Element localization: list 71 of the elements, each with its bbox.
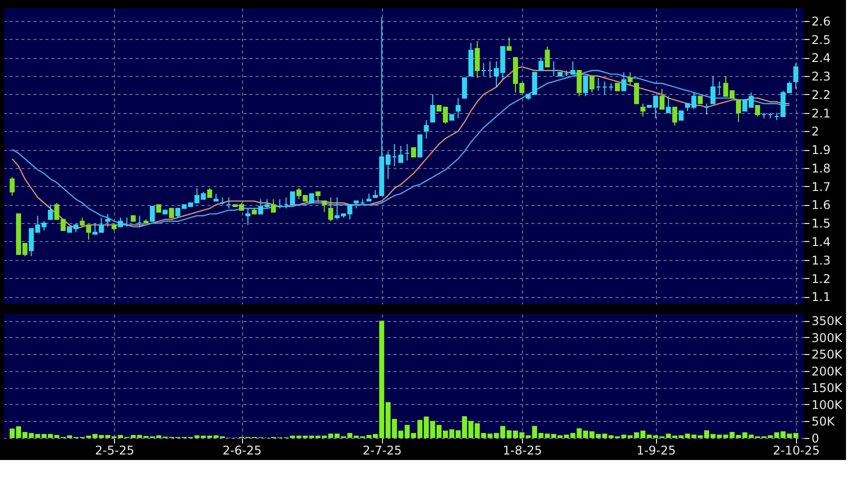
candlestick: [417, 134, 422, 158]
y-tick-label: 1.5: [812, 216, 831, 231]
y-tick-label: 2.5: [812, 32, 831, 47]
candlestick: [48, 204, 53, 220]
candlestick: [118, 217, 123, 228]
x-tick-label: 1-9-25: [636, 444, 676, 458]
candlestick: [462, 77, 468, 99]
y-tick-label: 350K: [812, 314, 844, 328]
y-tick-label: 150K: [812, 381, 844, 396]
y-tick-label: 50K: [812, 414, 836, 429]
candlestick: [544, 46, 550, 68]
candlestick: [105, 213, 110, 228]
y-tick-label: 100K: [812, 398, 844, 412]
y-tick-label: 1.7: [812, 180, 831, 194]
candlestick: [538, 57, 544, 72]
candlestick: [570, 60, 576, 75]
candlestick: [710, 76, 716, 104]
y-tick-label: 2.1: [812, 106, 831, 120]
candlestick: [10, 176, 15, 196]
candlestick: [793, 62, 798, 90]
candlestick: [424, 120, 429, 140]
candlestick: [270, 198, 276, 213]
y-tick-label: 2.4: [812, 51, 831, 66]
candlestick: [628, 72, 633, 86]
candlestick: [207, 188, 212, 198]
candlestick: [245, 208, 250, 226]
y-tick-label: 1.4: [812, 234, 831, 249]
y-tick-label: 1.6: [812, 198, 831, 212]
candlestick: [736, 99, 741, 122]
candlestick: [474, 40, 480, 78]
candlestick: [621, 72, 626, 92]
candlestick: [315, 191, 320, 202]
x-tick-label: 2-5-25: [95, 444, 134, 458]
candlestick: [634, 82, 640, 104]
y-tick-label: 1.3: [812, 253, 831, 268]
x-tick-label: 1-8-25: [502, 444, 542, 458]
candlestick: [589, 76, 594, 94]
y-tick-label: 2.3: [812, 70, 831, 84]
candlestick: [506, 36, 512, 51]
candlestick: [168, 208, 174, 218]
candlestick: [755, 104, 760, 117]
y-tick-label: 200K: [812, 364, 844, 378]
candlestick: [398, 145, 404, 163]
candlestick: [576, 70, 582, 97]
candlestick: [328, 196, 334, 222]
candlestick: [411, 147, 416, 158]
x-tick-label: 2-10-25: [772, 444, 820, 458]
y-tick-label: 2.6: [812, 14, 831, 28]
y-tick-label: 1.8: [812, 161, 831, 176]
candlestick: [666, 96, 671, 114]
candlestick: [678, 110, 684, 121]
y-tick-label: 1.9: [812, 143, 831, 158]
candlestick: [322, 200, 327, 213]
y-tick-label: 250K: [812, 348, 844, 362]
y-tick-label: 2: [812, 124, 820, 139]
y-tick-label: 1.2: [812, 272, 831, 286]
x-tick-label: 2-6-25: [222, 444, 262, 458]
candlestick: [583, 76, 588, 97]
candlestick: [456, 98, 461, 119]
y-tick-label: 300K: [812, 330, 844, 345]
y-tick-label: 2.2: [812, 88, 831, 102]
candlestick: [430, 94, 436, 122]
y-tick-label: 1.1: [812, 290, 831, 304]
candlestick: [290, 191, 296, 206]
candlestick: [640, 103, 646, 117]
x-tick-label: 2-7-25: [362, 444, 402, 458]
candlestick: [309, 193, 314, 204]
candlestick: [672, 106, 678, 126]
candlestick: [660, 88, 665, 110]
candlestick: [150, 206, 155, 222]
y-tick-label: 0: [812, 432, 820, 446]
